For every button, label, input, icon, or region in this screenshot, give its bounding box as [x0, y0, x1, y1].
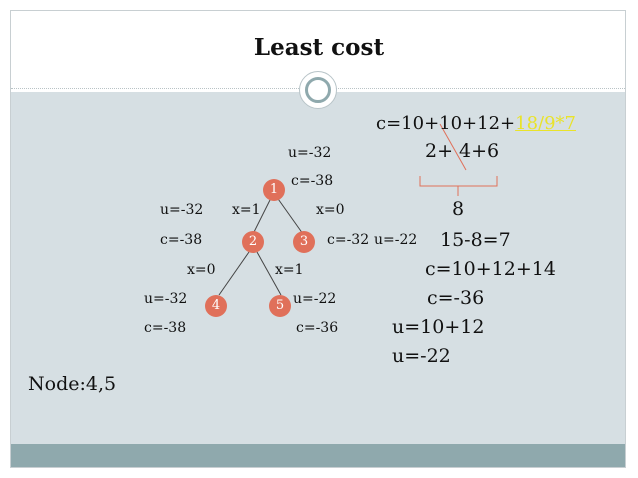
label-u-left: u=-32	[160, 202, 204, 218]
label-u-root: u=-32	[288, 145, 332, 161]
calc-line-1-prefix: c=10+10+12+	[376, 113, 516, 134]
slide-title: Least cost	[253, 34, 385, 61]
edge-2-5	[256, 251, 282, 296]
node-1: 1	[263, 179, 285, 201]
node-2: 2	[242, 231, 264, 253]
label-u5: u=-22	[293, 291, 337, 307]
calc-line-8: u=-22	[392, 345, 451, 367]
label-x0-lower: x=0	[187, 262, 216, 278]
label-c3: c=-32	[327, 232, 370, 248]
calc-line-1: c=10+10+12+18/9*7	[376, 113, 576, 134]
calc-line-4: 15-8=7	[440, 229, 511, 251]
footer-band	[11, 444, 625, 467]
calc-line-1-highlight: 18/9*7	[515, 113, 576, 134]
calc-line-5: c=10+12+14	[425, 258, 556, 280]
node-5: 5	[269, 295, 291, 317]
label-u3: u=-22	[374, 232, 418, 248]
calc-line-7: u=10+12	[392, 316, 485, 338]
label-c4: c=-38	[144, 320, 187, 336]
node-result-label: Node:4,5	[28, 373, 117, 395]
content-band	[11, 92, 625, 444]
calc-line-3: 8	[452, 198, 465, 220]
calc-line-2: 2+ 4+6	[425, 140, 500, 162]
calc-line-6: c=-36	[427, 287, 485, 309]
node-3: 3	[293, 231, 315, 253]
brace-annotation	[419, 176, 498, 196]
label-c-root: c=-38	[291, 173, 334, 189]
label-x1-left: x=1	[232, 202, 261, 218]
edge-1-3	[275, 195, 304, 235]
label-c5: c=-36	[296, 320, 339, 336]
label-c-left: c=-38	[160, 232, 203, 248]
edge-1-2	[252, 195, 273, 235]
node-4: 4	[205, 295, 227, 317]
label-x0-right: x=0	[316, 202, 345, 218]
arrow-annotation	[439, 123, 467, 171]
label-u4: u=-32	[144, 291, 188, 307]
label-x1-lower: x=1	[275, 262, 304, 278]
edge-2-4	[218, 251, 250, 296]
decorative-circle-inner	[305, 77, 331, 103]
